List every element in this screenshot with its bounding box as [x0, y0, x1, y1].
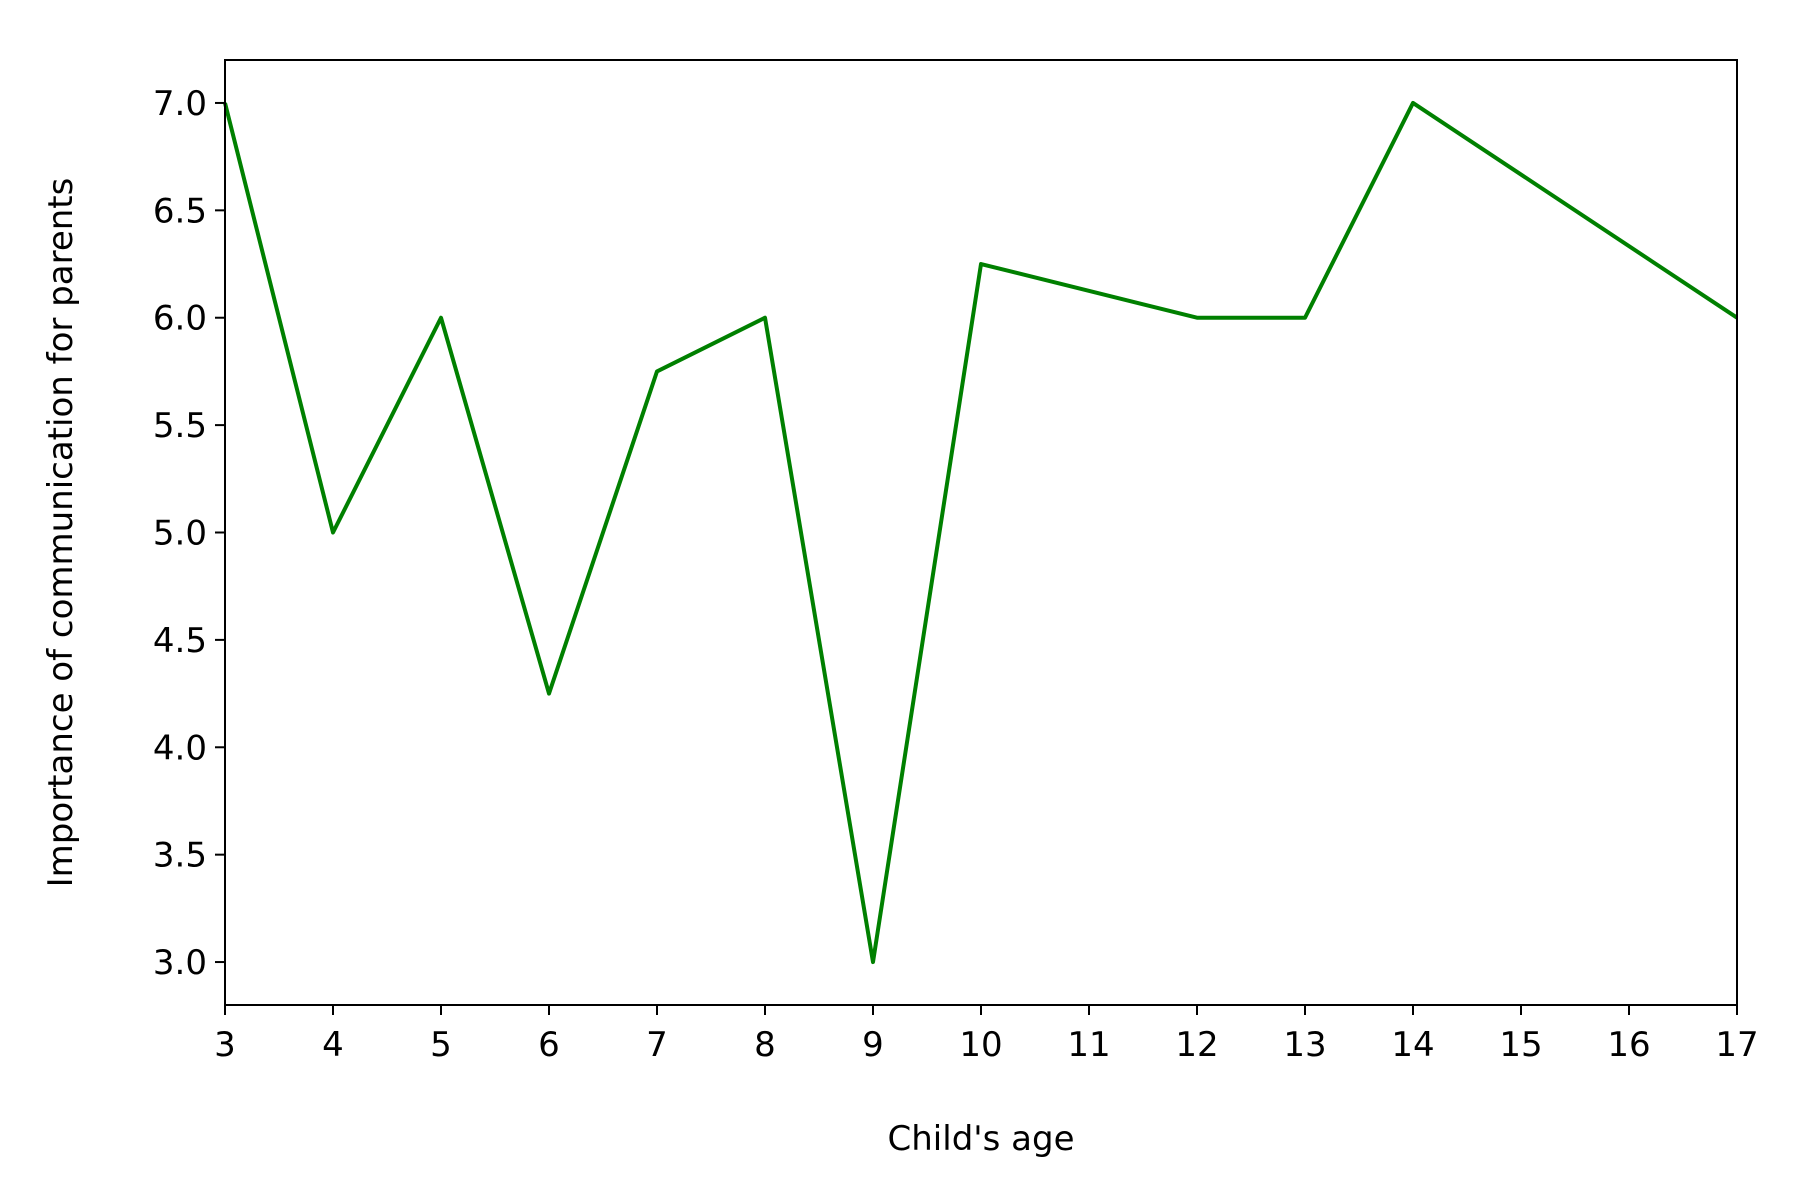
- x-tick-label: 15: [1499, 1025, 1542, 1065]
- y-tick-label: 6.0: [153, 299, 207, 339]
- x-tick-label: 9: [862, 1025, 884, 1065]
- y-tick-label: 3.5: [153, 836, 207, 876]
- y-tick-label: 6.5: [153, 191, 207, 231]
- x-tick-label: 6: [538, 1025, 560, 1065]
- x-tick-label: 16: [1607, 1025, 1650, 1065]
- y-tick-label: 4.0: [153, 728, 207, 768]
- x-tick-label: 13: [1283, 1025, 1326, 1065]
- x-tick-label: 14: [1391, 1025, 1434, 1065]
- series-line: [223, 100, 1739, 965]
- y-axis: 3.0 3.5 4.0 4.5 5.0 5.5 6.0 6.5 7.0: [153, 84, 225, 983]
- y-tick-label: 7.0: [153, 84, 207, 124]
- y-tick-label: 5.0: [153, 514, 207, 554]
- x-tick-label: 11: [1067, 1025, 1110, 1065]
- x-tick-label: 5: [430, 1025, 452, 1065]
- y-tick-label: 4.5: [153, 621, 207, 661]
- x-tick-label: 3: [214, 1025, 236, 1065]
- x-tick-label: 7: [646, 1025, 668, 1065]
- y-tick-label: 5.5: [153, 406, 207, 446]
- x-tick-label: 4: [322, 1025, 344, 1065]
- x-axis-label: Child's age: [888, 1119, 1075, 1159]
- x-tick-label: 12: [1175, 1025, 1218, 1065]
- x-tick-label: 10: [959, 1025, 1002, 1065]
- y-tick-label: 3.0: [153, 943, 207, 983]
- x-tick-label: 8: [754, 1025, 776, 1065]
- y-axis-label: Importance of communication for parents: [41, 178, 81, 888]
- x-tick-label: 17: [1715, 1025, 1758, 1065]
- x-axis: 3 4 5 6 7 8 9 10 11 12 13 14 15 16 17: [214, 1005, 1759, 1065]
